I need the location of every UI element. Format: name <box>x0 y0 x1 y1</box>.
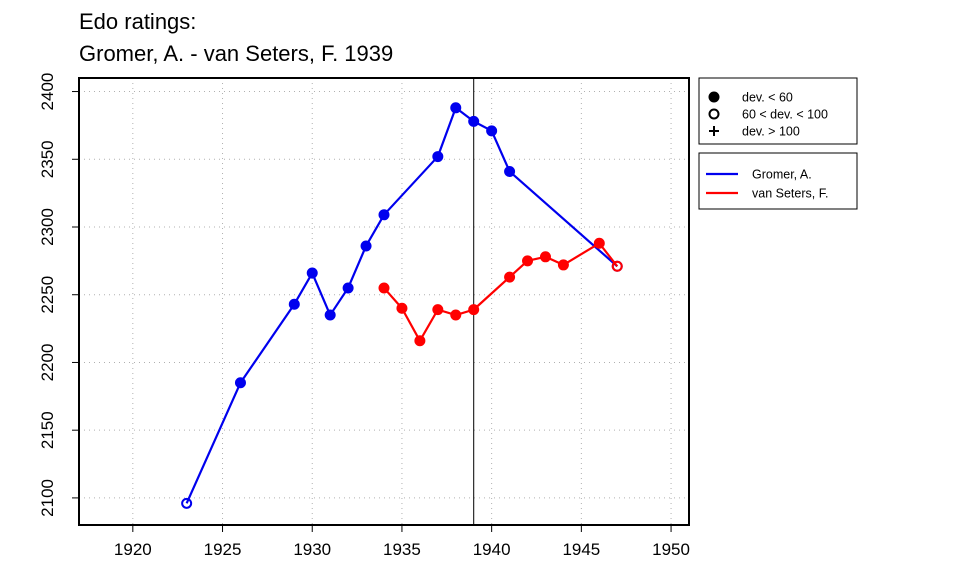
series-van-seters <box>378 237 623 347</box>
data-point-gromer <box>468 115 480 127</box>
y-tick-label: 2250 <box>38 276 57 314</box>
y-tick-label: 2200 <box>38 344 57 382</box>
data-point-van-seters <box>504 271 516 283</box>
data-point-gromer <box>342 282 354 294</box>
series-legend: Gromer, A. van Seters, F. <box>698 152 858 210</box>
y-tick-label: 2300 <box>38 208 57 246</box>
legend-series-label: van Seters, F. <box>752 187 828 201</box>
x-tick-label: 1930 <box>293 540 331 559</box>
data-point-van-seters <box>611 260 623 272</box>
x-tick-label: 1950 <box>652 540 690 559</box>
data-point-van-seters <box>539 251 551 263</box>
series-legend-box <box>698 152 858 210</box>
grid <box>79 78 689 525</box>
legend-marker-label: dev. < 60 <box>742 91 793 105</box>
plot-area-frame <box>78 77 690 526</box>
x-tick-label: 1945 <box>562 540 600 559</box>
data-point-gromer <box>432 151 444 163</box>
marker-legend: dev. < 60 60 < dev. < 100 dev. > 100 <box>698 77 858 145</box>
data-point-van-seters <box>557 259 569 271</box>
series-layer <box>181 102 623 509</box>
x-tick-label: 1920 <box>114 540 152 559</box>
data-point-van-seters <box>593 237 605 249</box>
data-point-gromer <box>234 377 246 389</box>
y-tick-label: 2400 <box>38 73 57 111</box>
legend-series-label: Gromer, A. <box>752 168 812 182</box>
data-point-van-seters <box>432 304 444 316</box>
data-point-gromer <box>324 309 336 321</box>
legend-marker-filled <box>708 91 720 103</box>
data-point-van-seters <box>522 255 534 267</box>
data-point-gromer <box>486 125 498 137</box>
y-tick-label: 2150 <box>38 411 57 449</box>
data-point-gromer <box>378 209 390 221</box>
data-point-van-seters <box>378 282 390 294</box>
data-point-van-seters <box>396 302 408 314</box>
data-point-gromer <box>450 102 462 114</box>
legend-marker-label: dev. > 100 <box>742 125 800 139</box>
data-point-van-seters <box>414 335 426 347</box>
data-point-van-seters <box>450 309 462 321</box>
x-axis: 1920 1925 1930 1935 1940 1945 1950 <box>114 525 690 559</box>
chart-subtitle: Gromer, A. - van Seters, F. 1939 <box>79 41 393 66</box>
data-point-gromer <box>360 240 372 252</box>
chart-title: Edo ratings: <box>79 9 196 34</box>
data-point-van-seters <box>468 304 480 316</box>
y-tick-label: 2350 <box>38 140 57 178</box>
x-tick-label: 1935 <box>383 540 421 559</box>
legend-marker-open <box>708 108 720 120</box>
data-point-gromer <box>306 267 318 279</box>
data-point-gromer <box>181 497 193 509</box>
series-gromer <box>181 102 623 509</box>
data-point-gromer <box>504 165 516 177</box>
y-tick-label: 2100 <box>38 479 57 517</box>
series-line-van-seters <box>383 242 619 342</box>
y-axis: 2100 2150 2200 2250 2300 2350 2400 <box>38 73 79 517</box>
x-tick-label: 1940 <box>473 540 511 559</box>
legend-marker-plus <box>709 126 719 136</box>
marker-legend-box <box>698 77 858 145</box>
legend-marker-label: 60 < dev. < 100 <box>742 108 828 122</box>
x-tick-label: 1925 <box>204 540 242 559</box>
data-point-gromer <box>288 298 300 310</box>
